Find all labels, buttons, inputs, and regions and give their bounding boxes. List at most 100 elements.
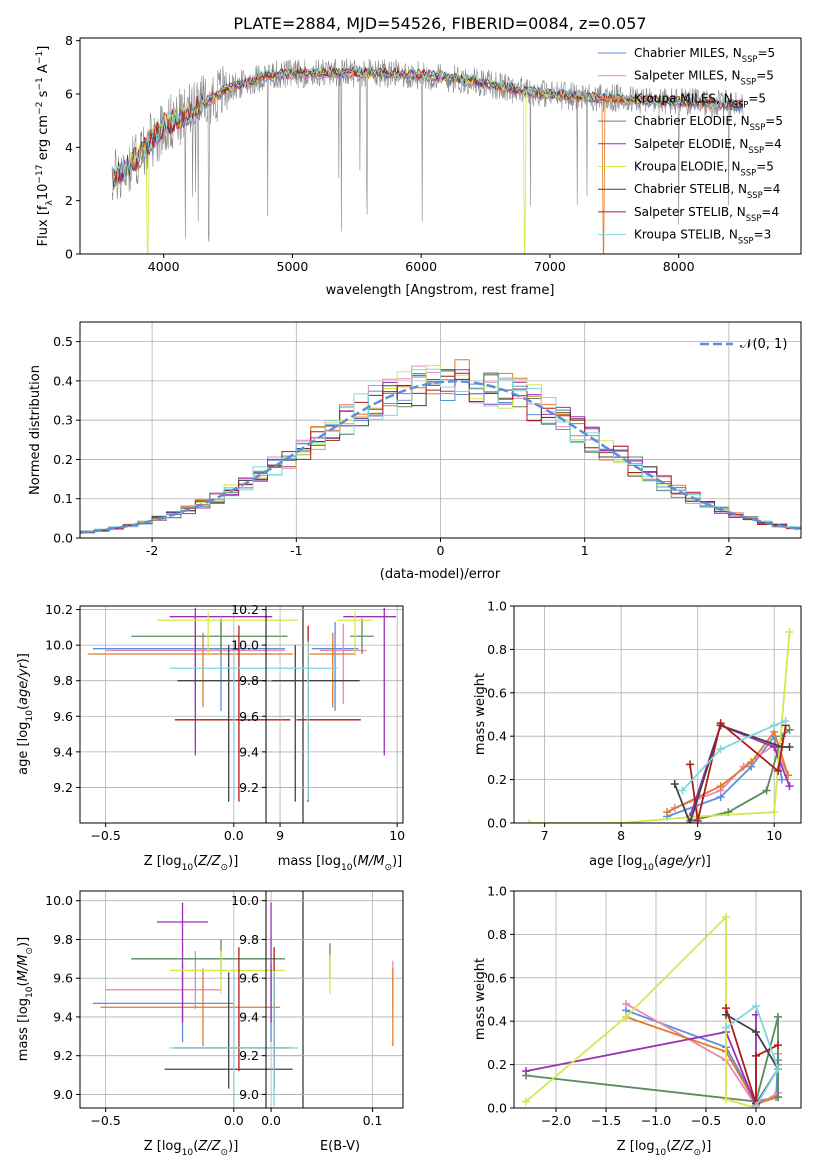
axes-frame — [513, 605, 802, 824]
series-line-salpeter-elodie — [689, 724, 791, 817]
y-tick-label: 10.2 — [231, 602, 259, 617]
y-tick-label: 0.0 — [487, 1101, 507, 1116]
y-tick-label: 9.2 — [53, 1048, 73, 1063]
y-tick-label: 0.5 — [53, 334, 73, 349]
data-marker — [686, 760, 695, 769]
x-tick-label: 2 — [725, 543, 733, 558]
x-axis-label: mass [log10(M/M⊙)] — [278, 854, 402, 873]
data-marker — [522, 1067, 530, 1076]
x-tick-label: 6000 — [405, 259, 437, 274]
panel-weight_vs_z: −2.0 −1.5 −1.0 −0.5 0.0 0.0 0.2 0.4 0.6 0.8 1.0 Z [… — [473, 884, 802, 1158]
y-tick-label: 1.0 — [487, 599, 507, 614]
data-marker — [774, 1012, 782, 1021]
y-tick-label: 9.2 — [239, 780, 259, 795]
x-axis-label: Z [log10(Z/Z⊙)] — [144, 1139, 239, 1158]
data-marker — [777, 775, 786, 784]
x-axis-label: Z [log10(Z/Z⊙)] — [617, 1139, 712, 1158]
data-marker — [785, 725, 794, 734]
data-marker — [785, 628, 794, 637]
y-tick-label: 9.6 — [53, 709, 73, 724]
data-marker — [716, 719, 725, 728]
x-tick-label: 0 — [437, 543, 445, 558]
axes-frame — [265, 605, 404, 824]
y-tick-label: 9.2 — [53, 780, 73, 795]
y-tick-label: 9.8 — [239, 673, 259, 688]
y-tick-label: 9.4 — [53, 744, 73, 759]
y-tick-label: 0.4 — [53, 373, 73, 388]
plot-area — [271, 607, 396, 802]
panel-residuals: -2 -1 0 1 2 0.0 0.1 0.2 0.3 0.4 0.5 𝒩(0, 1) (data-mo… — [28, 321, 802, 582]
x-tick-label: 0.1 — [363, 1113, 383, 1128]
data-marker — [693, 816, 702, 823]
x-tick-label: 0.0 — [261, 1113, 281, 1128]
x-tick-label: 10 — [389, 828, 405, 843]
data-marker — [774, 1064, 782, 1073]
series-line-kroupa-stelib — [725, 1004, 779, 1107]
data-marker — [678, 786, 687, 795]
data-marker — [770, 721, 779, 730]
y-tick-label: 0.2 — [487, 772, 507, 787]
y-axis-label: mass weight — [473, 673, 488, 755]
y-axis-label: Flux [fλ10−17 erg cm−2 s−1 A−1] — [35, 46, 55, 247]
legend-entry: Chabrier MILES, NSSP=5 — [634, 46, 775, 64]
x-tick-label: 7 — [541, 828, 549, 843]
plot-area — [525, 628, 794, 823]
y-tick-label: 0.4 — [487, 729, 507, 744]
data-marker — [622, 1012, 630, 1021]
y-tick-label: 1.0 — [487, 884, 507, 899]
data-marker — [670, 779, 679, 788]
x-axis-label: age [log10(age/yr)] — [589, 854, 711, 873]
series-line-salpeter-stelib — [111, 65, 743, 188]
x-axis-label: wavelength [Angstrom, rest frame] — [326, 283, 555, 298]
plot-area — [111, 58, 744, 254]
y-tick-label: 9.8 — [53, 932, 73, 947]
data-marker — [785, 743, 794, 752]
x-tick-label: 0.0 — [224, 828, 244, 843]
y-axis-label: Normed distribution — [28, 365, 43, 495]
series-line-chabrier-elodie — [525, 1016, 779, 1103]
data-marker — [752, 1101, 760, 1108]
y-tick-label: 0.6 — [487, 970, 507, 985]
x-tick-label: 0.0 — [224, 1113, 244, 1128]
series-line-salpeter-elodie — [525, 1014, 757, 1107]
axes-frame — [513, 890, 802, 1109]
data-marker — [774, 766, 783, 775]
y-tick-label: 0.0 — [53, 531, 73, 546]
data-marker — [722, 1004, 730, 1013]
y-tick-label: 9.6 — [53, 971, 73, 986]
figure-title: PLATE=2884, MJD=54526, FIBERID=0084, z=0… — [233, 14, 646, 33]
panel-spectrum: 4000 5000 6000 7000 8000 0 2 4 6 8 Chabrier MILES,… — [35, 33, 802, 298]
data-marker — [686, 819, 695, 823]
y-tick-label: 4 — [65, 140, 73, 155]
histogram-kroupa-miles — [80, 359, 801, 532]
data-marker — [617, 819, 626, 823]
axes-frame — [79, 321, 802, 539]
data-marker — [722, 1023, 730, 1032]
x-tick-label: −2.0 — [541, 1113, 571, 1128]
x-tick-label: −0.5 — [691, 1113, 721, 1128]
y-tick-label: 0.8 — [487, 927, 507, 942]
data-marker — [622, 999, 630, 1008]
data-marker — [770, 808, 779, 817]
panel-mass_vs_z: −0.5 0.09.09.29.49.69.810.0Z [log10(Z/Z⊙)… — [16, 890, 304, 1158]
y-tick-label: 10.2 — [45, 602, 73, 617]
y-tick-label: 0.3 — [53, 413, 73, 428]
y-tick-label: 2 — [65, 193, 73, 208]
data-marker — [747, 758, 756, 767]
x-tick-label: 7000 — [534, 259, 566, 274]
x-tick-label: −1.5 — [591, 1113, 621, 1128]
y-tick-label: 0.0 — [487, 816, 507, 831]
normal-curve — [80, 380, 801, 534]
x-axis-label: Z [log10(Z/Z⊙)] — [144, 854, 239, 873]
legend-entry: Chabrier ELODIE, NSSP=5 — [634, 114, 783, 132]
data-marker — [522, 1097, 530, 1106]
data-marker — [752, 1051, 760, 1060]
y-tick-label: 9.4 — [239, 1009, 259, 1024]
y-tick-label: 9.0 — [239, 1087, 259, 1102]
y-tick-label: 9.4 — [53, 1009, 73, 1024]
plot-area — [80, 359, 801, 534]
series-line-kroupa-elodie — [529, 631, 791, 823]
y-axis-label: mass weight — [473, 958, 488, 1040]
y-tick-label: 10.0 — [231, 638, 259, 653]
x-tick-label: 5000 — [277, 259, 309, 274]
